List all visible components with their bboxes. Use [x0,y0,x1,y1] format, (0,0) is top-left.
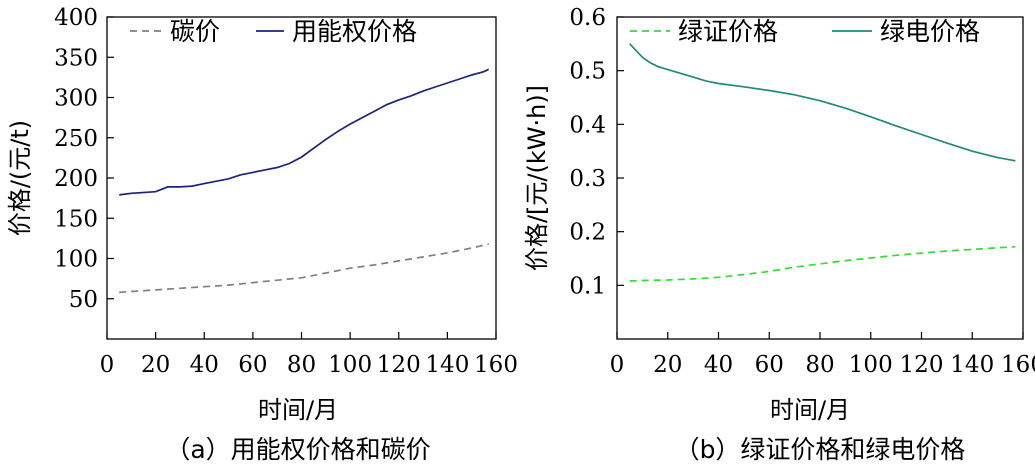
legend-label-2: 用能权价格 [292,17,417,46]
x-tick-label: 160 [474,352,518,378]
y-tick-label: 0.1 [569,273,606,299]
panel-a-frame [106,16,497,340]
y-tick-label: 300 [54,86,98,112]
x-tick-label: 120 [377,352,421,378]
panel-b-x-axis-title: 时间/月 [770,396,850,424]
y-tick-label: 0.6 [569,5,606,31]
panel-b-caption: （b）绿证价格和绿电价格 [675,435,966,464]
y-tick-label: 150 [54,206,98,232]
y-tick-label: 0.2 [569,220,606,246]
y-tick-label: 250 [54,126,98,152]
x-tick-label: 60 [238,352,267,378]
panel-b-legend: 绿证价格 绿电价格 [630,17,980,46]
panel-b-frame [616,16,1024,340]
x-tick-label: 160 [1001,352,1035,378]
x-tick-label: 60 [755,352,784,378]
x-tick-label: 40 [190,352,219,378]
x-tick-label: 80 [287,352,316,378]
y-tick-label: 200 [54,166,98,192]
y-tick-label: 50 [69,287,98,313]
y-tick-label: 0.3 [569,166,606,192]
series-line-1 [119,243,489,294]
x-tick-label: 100 [328,352,372,378]
series-line-1 [629,245,1016,282]
panel-a-legend: 碳价 用能权价格 [130,17,417,46]
panel-a-ticks: 0 20 40 60 80 100 120 140 1605010015020025030035… [54,5,518,378]
panel-a-caption: （a）用能权价格和碳价 [165,435,430,464]
x-tick-label: 80 [805,352,834,378]
x-tick-label: 100 [849,352,893,378]
panel-b-green-certificate-and-green-power-price: 0204060801001201401600.10.20.30.40.50.6 … [523,5,1035,464]
x-tick-label: 140 [950,352,994,378]
panel-a-energy-right-and-carbon-price: 0 20 40 60 80 100 120 140 1605010015020025030035… [6,5,518,464]
x-tick-label: 20 [141,352,170,378]
series-line-2 [629,43,1016,162]
x-tick-label: 0 [610,352,625,378]
panel-b-y-axis-title: 价格/[元/(kW·h)] [523,85,551,271]
x-tick-label: 20 [653,352,682,378]
x-tick-label: 120 [900,352,944,378]
legend-label-2: 绿电价格 [880,17,980,46]
x-tick-label: 40 [704,352,733,378]
panel-a-y-axis-title: 价格/(元/t) [6,120,34,236]
y-tick-label: 400 [54,5,98,31]
legend-label-1: 绿证价格 [678,17,778,46]
y-tick-label: 0.5 [569,59,606,85]
y-tick-label: 100 [54,247,98,273]
y-tick-label: 0.4 [569,112,606,138]
x-tick-label: 0 [100,352,115,378]
panel-a-series [119,68,490,294]
legend-label-1: 碳价 [170,17,220,46]
y-tick-label: 350 [54,45,98,71]
panel-b-series [629,43,1016,282]
panel-a-x-axis-title: 时间/月 [258,396,338,424]
x-tick-label: 140 [425,352,469,378]
series-line-2 [119,68,490,196]
